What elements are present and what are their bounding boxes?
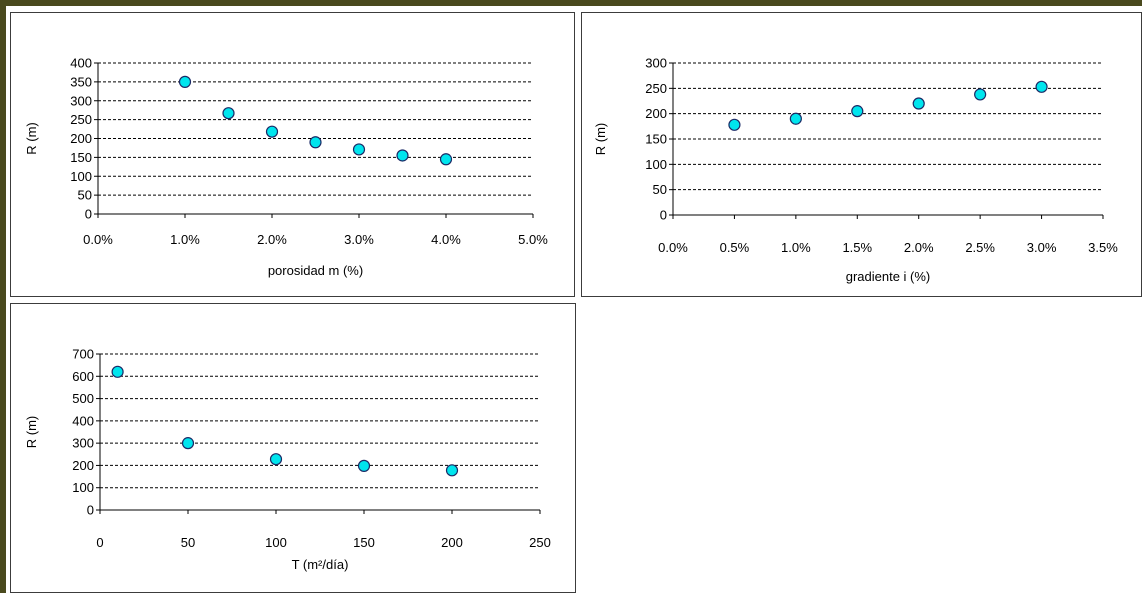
x-tick-label: 150 — [353, 535, 375, 550]
x-tick-label: 0.0% — [658, 240, 688, 255]
x-tick-label: 2.0% — [904, 240, 934, 255]
data-point — [851, 105, 864, 118]
data-point — [178, 75, 192, 88]
x-axis-label: gradiente i (%) — [846, 269, 931, 284]
data-point — [912, 97, 925, 110]
y-tick-label: 200 — [72, 458, 94, 473]
y-tick-label: 50 — [653, 182, 667, 197]
y-axis-label: R (m) — [24, 416, 39, 449]
y-tick-label: 300 — [72, 436, 94, 451]
data-point — [728, 118, 741, 131]
y-tick-label: 300 — [70, 93, 92, 108]
data-point — [789, 112, 802, 125]
x-tick-label: 2.0% — [257, 232, 287, 247]
y-tick-label: 0 — [87, 503, 94, 518]
x-tick-label: 0.5% — [720, 240, 750, 255]
x-tick-label: 3.5% — [1088, 240, 1118, 255]
y-tick-label: 100 — [645, 157, 667, 172]
x-tick-label: 100 — [265, 535, 287, 550]
x-tick-label: 0.0% — [83, 232, 113, 247]
chart-transmisividad: 0 100 200 300 400 500 600 700 0 50 100 150 200 250 T (… — [24, 347, 551, 573]
y-tick-label: 400 — [70, 56, 92, 71]
y-tick-label: 250 — [645, 81, 667, 96]
data-point — [974, 88, 987, 101]
data-point — [111, 365, 124, 378]
y-tick-label: 200 — [70, 131, 92, 146]
y-tick-label: 500 — [72, 391, 94, 406]
chart-panel-gradiente: 0 50 100 150 200 250 300 0.0% 0.5% 1.0% 1.5% 2.0% 2.… — [581, 12, 1142, 297]
y-tick-label: 150 — [70, 150, 92, 165]
x-axis-label: T (m²/día) — [292, 557, 349, 572]
y-tick-label: 600 — [72, 369, 94, 384]
chart-panel-transmisividad: 0 100 200 300 400 500 600 700 0 50 100 150 200 250 T (… — [10, 303, 576, 593]
y-tick-label: 250 — [70, 112, 92, 127]
y-tick-label: 200 — [645, 106, 667, 121]
y-tick-label: 400 — [72, 413, 94, 428]
data-point — [181, 437, 195, 450]
y-tick-label: 0 — [85, 207, 92, 222]
x-tick-label: 3.0% — [344, 232, 374, 247]
y-axis-label: R (m) — [24, 122, 39, 155]
data-point — [265, 125, 279, 138]
x-tick-label: 4.0% — [431, 232, 461, 247]
x-axis-label: porosidad m (%) — [268, 263, 363, 278]
data-point — [1035, 80, 1048, 93]
chart-gradiente: 0 50 100 150 200 250 300 0.0% 0.5% 1.0% 1.5% 2.0% 2.… — [593, 56, 1118, 285]
x-tick-label: 200 — [441, 535, 463, 550]
x-tick-label: 250 — [529, 535, 551, 550]
data-point — [352, 143, 366, 156]
data-point — [222, 107, 235, 120]
data-point — [445, 464, 459, 477]
x-tick-label: 5.0% — [518, 232, 548, 247]
x-tick-label: 1.0% — [781, 240, 811, 255]
y-axis-label: R (m) — [593, 123, 608, 156]
x-tick-label: 0 — [96, 535, 103, 550]
y-tick-label: 150 — [645, 132, 667, 147]
x-tick-label: 1.5% — [842, 240, 872, 255]
x-tick-label: 3.0% — [1027, 240, 1057, 255]
data-point — [396, 149, 409, 162]
x-tick-label: 1.0% — [170, 232, 200, 247]
y-tick-label: 100 — [72, 480, 94, 495]
y-tick-label: 0 — [660, 208, 667, 223]
data-point — [439, 153, 453, 166]
y-tick-label: 350 — [70, 74, 92, 89]
x-tick-label: 50 — [181, 535, 195, 550]
y-tick-label: 50 — [78, 188, 92, 203]
y-tick-label: 100 — [70, 169, 92, 184]
x-tick-label: 2.5% — [965, 240, 995, 255]
data-point — [357, 459, 371, 472]
y-tick-label: 700 — [72, 347, 94, 362]
chart-panel-porosidad: 0 50 100 150 200 250 300 350 400 0.0% 1.0% 2.0% 3.0%… — [10, 12, 575, 297]
y-tick-label: 300 — [645, 56, 667, 71]
data-point — [269, 453, 283, 466]
data-point — [309, 136, 322, 149]
chart-porosidad: 0 50 100 150 200 250 300 350 400 0.0% 1.0% 2.0% 3.0%… — [24, 56, 548, 279]
